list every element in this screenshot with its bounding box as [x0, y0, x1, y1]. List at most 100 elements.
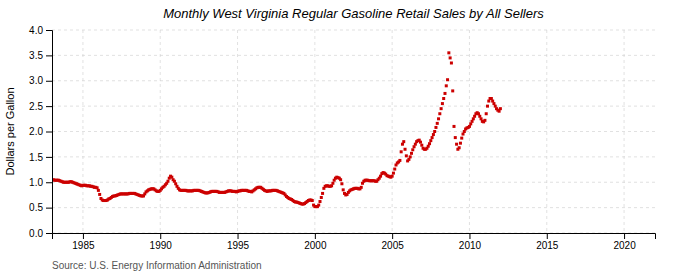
point — [442, 97, 445, 100]
y-axis: 0.0 0.5 1.0 1.5 2.0 2.5 3.0 3.5 4.0 — [29, 25, 52, 239]
x-axis-line — [53, 234, 656, 240]
grid-line-y — [52, 156, 655, 157]
point — [411, 148, 414, 151]
point — [485, 112, 488, 115]
point — [320, 196, 323, 199]
y-axis-title: Dollars per Gallon — [4, 87, 16, 175]
y-axis-tick-mark — [46, 157, 52, 158]
y-axis-tick-label: 3.0 — [29, 75, 43, 86]
point — [447, 51, 450, 54]
point — [420, 144, 423, 147]
y-axis-tick: 2.0 — [29, 126, 52, 137]
grid-line-y — [52, 55, 655, 56]
point — [393, 168, 396, 171]
points — [52, 51, 502, 208]
point — [431, 136, 434, 139]
y-axis-tick-label: 0.5 — [29, 202, 43, 213]
x-axis-tick-mark — [238, 233, 239, 239]
x-axis-tick-label: 2020 — [613, 240, 636, 251]
x-axis-tick: 2015 — [536, 233, 559, 251]
point — [98, 193, 101, 196]
point — [398, 159, 401, 162]
title: Monthly West Virginia Regular Gasoline R… — [163, 6, 544, 21]
y-axis-tick: 4.0 — [29, 25, 52, 36]
x-axis-tick-label: 1985 — [72, 240, 95, 251]
point — [459, 142, 462, 145]
point — [458, 146, 461, 149]
grid-line-y — [52, 131, 655, 132]
x-axis-tick-label: 1990 — [150, 240, 173, 251]
x-axis-tick: 2000 — [304, 233, 327, 251]
point — [455, 143, 458, 146]
y-axis-tick-label: 2.5 — [29, 101, 43, 112]
grid — [52, 30, 655, 233]
grid-line-y — [52, 106, 655, 107]
y-axis-tick: 1.0 — [29, 177, 52, 188]
x-axis-tick-mark — [392, 233, 393, 239]
x-axis: 1985 1990 1995 2000 2005 2010 2015 2020 — [53, 233, 656, 251]
x-axis-tick-mark — [160, 233, 161, 239]
point — [451, 89, 454, 92]
point — [460, 137, 463, 140]
point — [317, 204, 320, 207]
y-axis-tick-label: 2.0 — [29, 126, 43, 137]
point — [166, 180, 169, 183]
point — [446, 78, 449, 81]
point — [441, 102, 444, 105]
point — [340, 182, 343, 185]
point — [434, 126, 437, 129]
x-axis-tick-mark — [624, 233, 625, 239]
point — [428, 142, 431, 145]
point — [443, 92, 446, 95]
y-axis-tick: 2.5 — [29, 101, 52, 112]
x-axis-tick-label: 2015 — [536, 240, 559, 251]
x-axis-tick: 1990 — [150, 233, 173, 251]
point — [438, 112, 441, 115]
x-axis-tick-label: 2010 — [459, 240, 482, 251]
point — [440, 107, 443, 110]
x-axis-tick-mark — [469, 233, 470, 239]
point — [409, 155, 412, 158]
x-axis-tick-mark — [315, 233, 316, 239]
y-axis-tick-mark — [46, 233, 52, 234]
grid-line-y — [52, 80, 655, 81]
plot: 1985 1990 1995 2000 2005 2010 2015 2020 0.0 0.5 1.… — [29, 25, 655, 251]
y-axis-tick-mark — [46, 208, 52, 209]
x-axis-tick: 1985 — [72, 233, 95, 251]
point — [331, 182, 334, 185]
x-axis-tick-label: 1995 — [227, 240, 250, 251]
y-axis-tick: 1.5 — [29, 152, 52, 163]
point — [318, 200, 321, 203]
point — [405, 154, 408, 157]
point — [450, 61, 453, 64]
x-axis-tick: 2005 — [382, 233, 405, 251]
point — [400, 150, 403, 153]
point — [437, 117, 440, 120]
y-axis-tick-mark — [46, 132, 52, 133]
x-axis-tick-label: 2000 — [304, 240, 327, 251]
y-axis-tick-label: 1.5 — [29, 152, 43, 163]
y-axis-tick: 0.5 — [29, 202, 52, 213]
y-axis-tick-mark — [46, 55, 52, 56]
point — [321, 192, 324, 195]
x-axis-tick: 1995 — [227, 233, 250, 251]
point — [433, 130, 436, 133]
point — [404, 148, 407, 151]
grid-line-x — [469, 30, 470, 233]
y-axis-line — [46, 31, 53, 234]
point — [499, 107, 502, 110]
point — [486, 105, 489, 108]
point — [419, 141, 422, 144]
y-axis-tick: 0.0 — [29, 228, 52, 239]
point — [453, 125, 456, 128]
grid-line-x — [237, 30, 238, 233]
point — [342, 188, 345, 191]
point — [97, 189, 100, 192]
grid-line-y — [52, 207, 655, 208]
y-axis-tick-label: 3.5 — [29, 50, 43, 61]
x-axis-tick-label: 2005 — [382, 240, 405, 251]
y-axis-tick-mark — [46, 81, 52, 82]
y-axis-tick-mark — [46, 106, 52, 107]
grid-line-x — [314, 30, 315, 233]
x-axis-tick: 2020 — [613, 233, 636, 251]
